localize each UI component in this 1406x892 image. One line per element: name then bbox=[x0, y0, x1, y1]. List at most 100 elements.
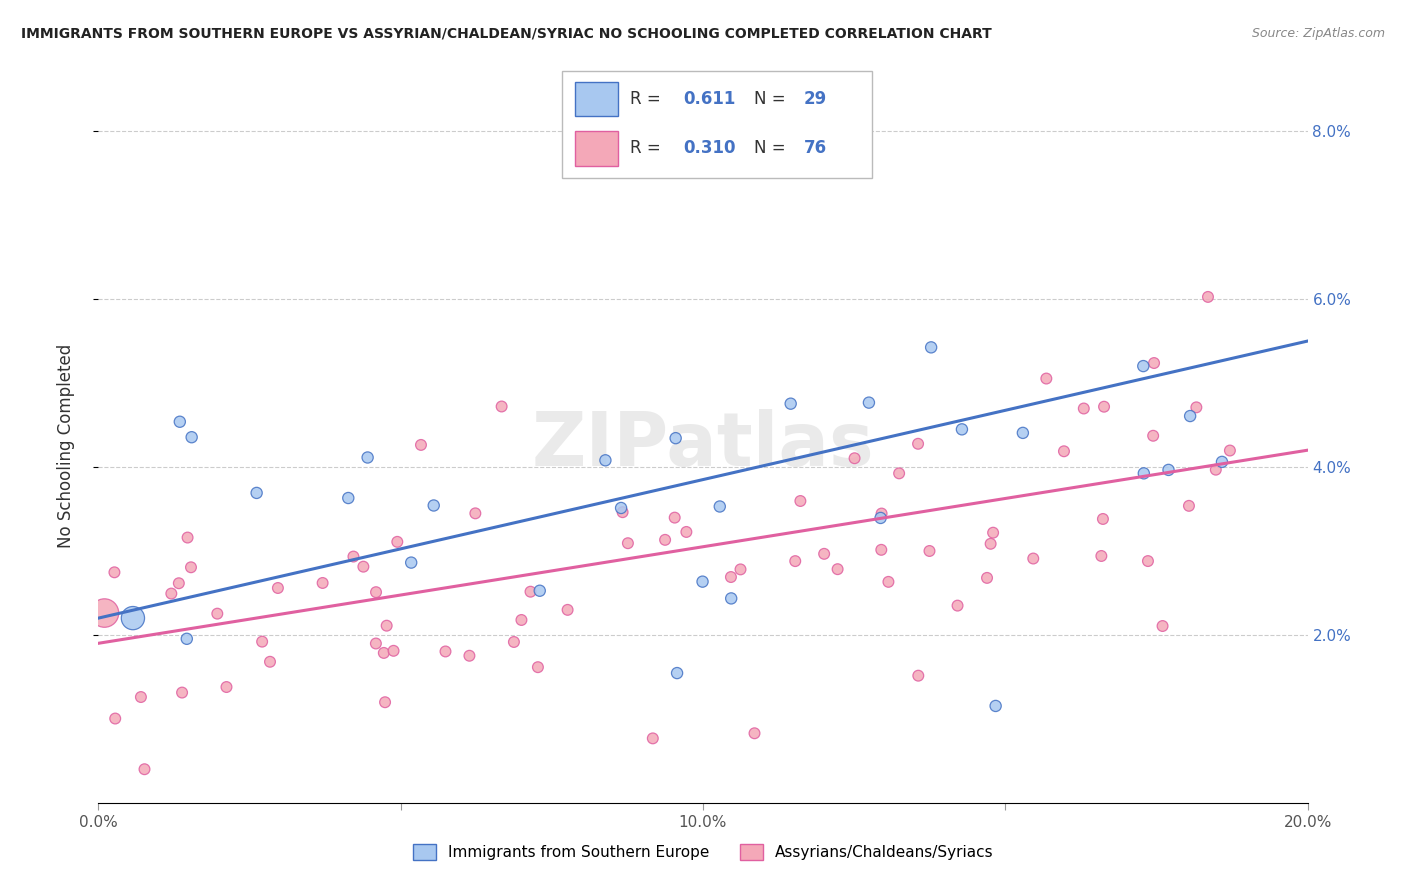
Point bbox=[434, 644, 457, 658]
Point bbox=[364, 636, 387, 650]
Point bbox=[1091, 512, 1114, 526]
Point bbox=[610, 500, 633, 515]
Point bbox=[1142, 429, 1164, 443]
Point bbox=[950, 422, 973, 436]
Point bbox=[259, 655, 281, 669]
Point bbox=[246, 486, 269, 500]
Point bbox=[342, 549, 364, 564]
Y-axis label: No Schooling Completed: No Schooling Completed bbox=[56, 344, 75, 548]
Point bbox=[612, 505, 634, 519]
Point bbox=[1132, 359, 1154, 373]
Point bbox=[387, 534, 409, 549]
Point bbox=[1211, 455, 1233, 469]
Point bbox=[984, 698, 1007, 713]
Point bbox=[519, 584, 541, 599]
Point bbox=[352, 559, 374, 574]
Text: IMMIGRANTS FROM SOUTHERN EUROPE VS ASSYRIAN/CHALDEAN/SYRIAC NO SCHOOLING COMPLET: IMMIGRANTS FROM SOUTHERN EUROPE VS ASSYR… bbox=[21, 27, 991, 41]
Text: ZIPatlas: ZIPatlas bbox=[531, 409, 875, 483]
Point bbox=[1022, 551, 1045, 566]
Point bbox=[267, 581, 290, 595]
Point bbox=[675, 524, 697, 539]
Point bbox=[134, 762, 156, 776]
Point bbox=[1143, 356, 1166, 370]
Text: 29: 29 bbox=[804, 90, 827, 108]
Point bbox=[720, 570, 742, 584]
Text: R =: R = bbox=[630, 90, 666, 108]
Point bbox=[491, 400, 513, 414]
Point bbox=[207, 607, 229, 621]
Point bbox=[1157, 463, 1180, 477]
Text: 0.310: 0.310 bbox=[683, 139, 735, 157]
Point bbox=[844, 451, 866, 466]
Point bbox=[557, 603, 579, 617]
Point bbox=[789, 494, 811, 508]
Point bbox=[617, 536, 640, 550]
Point bbox=[641, 731, 664, 746]
Point bbox=[170, 685, 193, 699]
Point bbox=[458, 648, 481, 663]
Point bbox=[1178, 409, 1201, 423]
Point bbox=[692, 574, 714, 589]
Point bbox=[907, 668, 929, 682]
Bar bbox=[575, 82, 619, 116]
Point bbox=[664, 510, 686, 524]
Point bbox=[858, 395, 880, 409]
Point bbox=[887, 467, 910, 481]
Point bbox=[311, 576, 333, 591]
Legend: Immigrants from Southern Europe, Assyrians/Chaldeans/Syriacs: Immigrants from Southern Europe, Assyria… bbox=[406, 838, 1000, 866]
Point bbox=[215, 680, 238, 694]
Point bbox=[1197, 290, 1219, 304]
Point bbox=[720, 591, 742, 606]
Point bbox=[103, 566, 125, 580]
Point bbox=[464, 506, 486, 520]
Point bbox=[1219, 443, 1241, 458]
Point bbox=[1011, 425, 1033, 440]
Point bbox=[709, 500, 731, 514]
Point bbox=[946, 599, 969, 613]
Point bbox=[595, 453, 617, 467]
Point bbox=[666, 666, 689, 681]
Point bbox=[1178, 499, 1201, 513]
Text: 76: 76 bbox=[804, 139, 827, 157]
Point bbox=[877, 574, 900, 589]
Point bbox=[337, 491, 360, 505]
Point bbox=[169, 415, 191, 429]
Point bbox=[176, 632, 198, 646]
Point bbox=[382, 644, 405, 658]
Point bbox=[980, 537, 1002, 551]
Point bbox=[976, 571, 998, 585]
Point bbox=[180, 430, 202, 444]
Point bbox=[122, 611, 145, 625]
Point bbox=[981, 525, 1004, 540]
Point bbox=[527, 660, 550, 674]
Point bbox=[918, 544, 941, 558]
Point bbox=[654, 533, 676, 547]
Point bbox=[356, 450, 378, 465]
Text: 0.611: 0.611 bbox=[683, 90, 735, 108]
Point bbox=[167, 576, 190, 591]
Text: Source: ZipAtlas.com: Source: ZipAtlas.com bbox=[1251, 27, 1385, 40]
Point bbox=[1092, 400, 1115, 414]
Text: N =: N = bbox=[754, 139, 792, 157]
Point bbox=[503, 635, 526, 649]
Point bbox=[1152, 619, 1174, 633]
Point bbox=[104, 712, 127, 726]
Point bbox=[1136, 554, 1159, 568]
Point bbox=[364, 585, 387, 599]
Point bbox=[869, 511, 891, 525]
Point bbox=[375, 618, 398, 632]
Point bbox=[827, 562, 849, 576]
Point bbox=[374, 695, 396, 709]
Point bbox=[1053, 444, 1076, 458]
Point bbox=[1035, 371, 1057, 385]
Point bbox=[93, 606, 115, 620]
Point bbox=[422, 499, 444, 513]
Point bbox=[176, 531, 198, 545]
Text: N =: N = bbox=[754, 90, 792, 108]
Point bbox=[870, 542, 893, 557]
Point bbox=[779, 397, 801, 411]
Point bbox=[1133, 467, 1156, 481]
Point bbox=[409, 438, 432, 452]
Point bbox=[529, 583, 551, 598]
Point bbox=[1185, 401, 1208, 415]
